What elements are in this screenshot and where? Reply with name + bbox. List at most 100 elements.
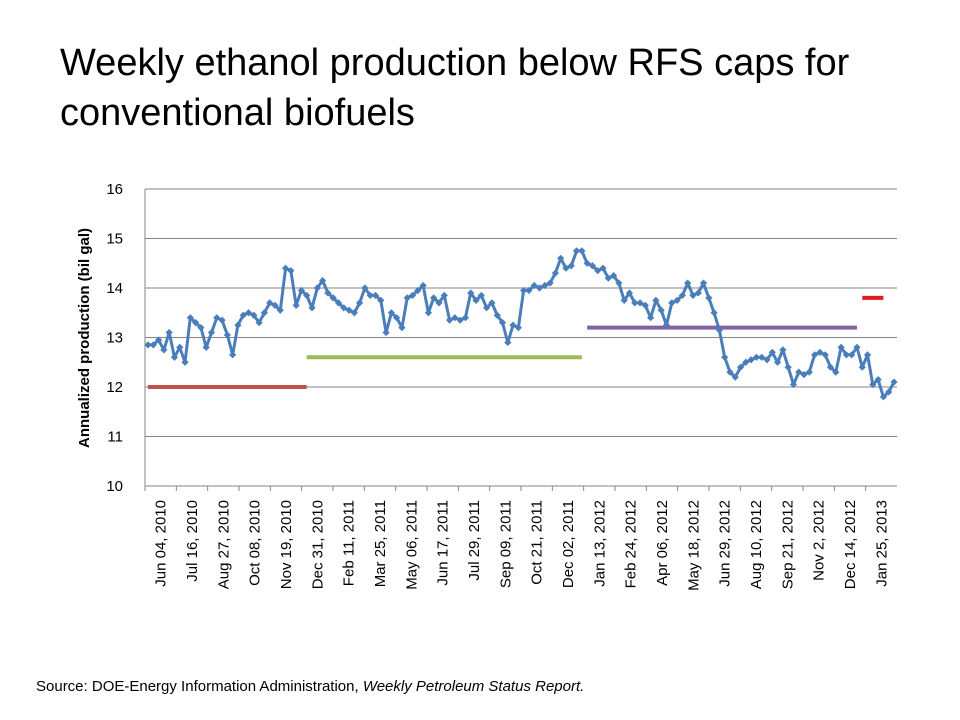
data-point [514,324,522,332]
data-point [324,289,332,297]
y-tick-label: 15 [106,231,123,248]
data-point [192,319,200,327]
data-point [668,299,676,307]
data-point [726,368,734,376]
data-point [572,247,581,255]
data-point [826,363,835,371]
data-point [699,279,708,287]
data-point [816,348,824,356]
x-tick-label: Nov 19, 2010 [278,500,295,589]
source-note: Source: DOE-Energy Information Administr… [36,678,584,695]
data-point [647,314,655,322]
data-point [382,328,390,337]
data-point [588,262,597,270]
data-point [260,309,268,317]
data-point [842,351,850,359]
data-point [541,281,549,290]
series-line [148,249,896,399]
data-point [758,353,766,361]
data-point [213,314,221,322]
data-point [631,299,639,307]
data-point [271,301,279,309]
data-point [620,296,628,304]
y-tick-label: 10 [106,478,123,495]
y-axis-label: Annualized production (bil gal) [76,228,93,448]
data-point [594,267,602,275]
data-point [403,294,411,302]
data-point [186,314,194,322]
x-tick-label: Aug 10, 2012 [748,500,765,589]
data-point [604,274,612,282]
data-point [763,356,771,364]
x-tick-label: Jan 13, 2012 [591,500,608,587]
data-point [795,368,803,376]
data-point [276,306,284,314]
data-point [181,358,189,366]
x-tick-label: Jun 29, 2012 [717,500,734,587]
rfs-cap-lines [148,295,884,389]
data-point [160,346,168,354]
data-point [821,351,829,359]
data-point [149,341,157,349]
x-tick-label: Sep 09, 2011 [497,500,514,588]
y-tick-label: 11 [107,429,123,446]
data-point [461,314,470,322]
data-point [705,294,713,302]
data-point [689,291,697,300]
data-point [874,375,882,384]
y-axis-ticks: 10 11 12 13 14 15 16 [106,181,123,495]
data-point [398,324,406,332]
data-point [435,299,443,307]
data-point [451,314,459,322]
data-point [747,356,755,364]
data-point [318,276,327,285]
data-point [636,299,644,307]
data-point [350,309,358,317]
data-point [557,254,565,262]
data-point [493,311,501,319]
x-tick-label: Oct 21, 2011 [529,500,546,585]
data-point [853,343,861,351]
data-point [154,336,163,344]
data-point [869,380,877,389]
data-point [477,291,485,300]
data-point [673,296,681,304]
data-point [811,351,819,359]
data-point [424,309,433,317]
data-point [609,272,618,280]
data-point [562,264,570,272]
data-point [657,306,665,314]
data-point [504,338,512,347]
data-point [684,279,692,287]
data-point [165,328,173,337]
data-point [202,343,210,351]
data-point [641,301,649,309]
data-point [800,371,808,379]
data-point [832,368,840,376]
data-point [472,296,480,304]
data-point [779,346,787,354]
x-tick-label: Jun 04, 2010 [153,500,170,587]
data-point [356,299,364,307]
data-point [784,363,792,371]
data-point [483,304,491,312]
data-point [678,291,686,300]
data-point [207,328,216,337]
data-point [445,316,454,324]
x-tick-label: Jun 17, 2011 [435,500,452,586]
data-point [430,294,438,302]
data-point [848,351,856,359]
x-tick-label: May 06, 2011 [403,500,420,590]
data-point [414,286,422,295]
x-tick-label: Jul 16, 2010 [184,500,201,582]
data-point [805,368,813,376]
data-point [345,306,353,314]
x-tick-label: May 18, 2012 [685,500,702,591]
data-point [255,319,263,327]
data-point [456,316,464,324]
data-point [715,326,724,334]
data-point [419,281,427,290]
x-tick-label: Dec 14, 2012 [842,500,859,589]
data-point [176,343,184,351]
